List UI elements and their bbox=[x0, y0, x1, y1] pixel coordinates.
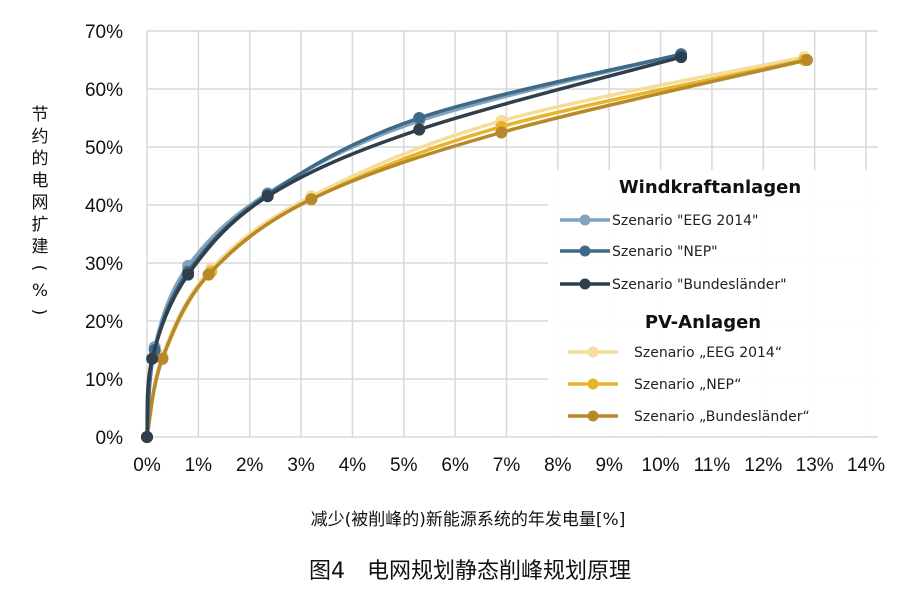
x-tick-label: 8% bbox=[544, 455, 572, 476]
data-point bbox=[261, 190, 274, 203]
x-tick-label: 2% bbox=[236, 455, 264, 476]
legend-swatch-marker bbox=[579, 278, 591, 290]
data-point bbox=[141, 431, 153, 443]
x-tick-label: 4% bbox=[339, 455, 367, 476]
data-point bbox=[413, 123, 426, 136]
x-tick-label: 11% bbox=[694, 455, 731, 476]
legend-swatch-marker bbox=[587, 410, 599, 422]
legend-swatch-marker bbox=[587, 378, 599, 390]
x-tick-label: 3% bbox=[287, 455, 315, 476]
data-point bbox=[156, 352, 169, 365]
x-tick-label: 5% bbox=[390, 455, 418, 476]
y-axis-label-char: 的 bbox=[32, 149, 49, 169]
data-point bbox=[800, 54, 813, 66]
y-tick-label: 50% bbox=[85, 138, 123, 159]
x-tick-label: 10% bbox=[642, 455, 680, 476]
y-tick-label: 30% bbox=[85, 254, 123, 275]
data-point bbox=[182, 268, 195, 281]
data-point bbox=[305, 193, 318, 206]
data-point bbox=[146, 352, 159, 365]
legend-group-title: Windkraftanlagen bbox=[619, 177, 801, 198]
legend-group-title: PV-Anlagen bbox=[645, 312, 761, 333]
data-point bbox=[202, 268, 215, 281]
data-point bbox=[495, 126, 508, 139]
x-tick-label: 1% bbox=[185, 455, 213, 476]
x-tick-label: 6% bbox=[441, 455, 469, 476]
legend-label: Szenario "Bundesländer" bbox=[612, 277, 787, 293]
x-axis-label: 减少(被削峰的)新能源系统的年发电量[%] bbox=[311, 510, 626, 530]
data-point bbox=[413, 112, 426, 124]
y-axis-label-char: 节 bbox=[32, 105, 49, 125]
x-tick-label: 13% bbox=[796, 455, 834, 476]
legend-swatch-marker bbox=[587, 346, 599, 358]
y-axis-label-char: 约 bbox=[32, 127, 49, 147]
legend-swatch-marker bbox=[579, 214, 591, 226]
y-axis-label-char: 建 bbox=[32, 237, 49, 257]
x-tick-label: 9% bbox=[595, 455, 623, 476]
legend-label: Szenario „EEG 2014“ bbox=[634, 345, 782, 361]
y-tick-label: 40% bbox=[85, 196, 123, 217]
y-axis-label-char: 扩 bbox=[32, 215, 49, 235]
legend-swatch-marker bbox=[579, 245, 591, 257]
legend-label: Szenario „NEP“ bbox=[634, 377, 742, 393]
x-tick-label: 12% bbox=[744, 455, 782, 476]
legend-label: Szenario „Bundesländer“ bbox=[634, 409, 810, 425]
y-tick-label: 60% bbox=[85, 80, 123, 101]
legend-box bbox=[548, 170, 880, 436]
x-tick-label: 0% bbox=[133, 455, 161, 476]
data-point bbox=[675, 51, 688, 64]
legend-label: Szenario "EEG 2014" bbox=[612, 213, 758, 229]
y-axis-label-char: 网 bbox=[32, 193, 49, 213]
y-tick-label: 70% bbox=[85, 22, 123, 43]
x-tick-label: 14% bbox=[847, 455, 885, 476]
legend-label: Szenario "NEP" bbox=[612, 244, 718, 260]
y-tick-label: 20% bbox=[85, 312, 123, 333]
y-axis-label-char: % bbox=[32, 281, 48, 301]
y-axis-label-char: ( bbox=[29, 265, 49, 272]
x-tick-label: 7% bbox=[493, 455, 521, 476]
y-axis-label-char: 电 bbox=[32, 171, 49, 191]
y-axis-label-char: ) bbox=[29, 309, 49, 316]
chart-caption: 图4 电网规划静态削峰规划原理 bbox=[309, 559, 631, 584]
y-tick-label: 10% bbox=[85, 370, 123, 391]
y-tick-label: 0% bbox=[96, 428, 124, 449]
